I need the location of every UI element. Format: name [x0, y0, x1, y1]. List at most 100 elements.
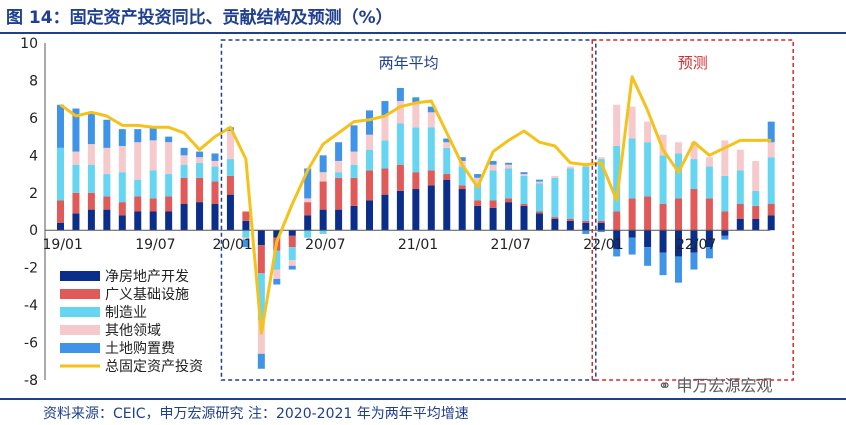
bar-manufacturing [118, 172, 126, 203]
bar-other [366, 134, 373, 150]
bar-real_estate [103, 209, 111, 231]
bar-land [350, 125, 358, 152]
legend-label: 土地购置费 [105, 341, 175, 357]
bar-real_estate [628, 230, 636, 238]
bar-real_estate [134, 211, 142, 231]
bar-manufacturing [226, 159, 234, 176]
bar-real_estate [381, 194, 389, 231]
y-tick-label: 6 [29, 111, 38, 127]
bar-infrastructure [319, 181, 327, 210]
bar-manufacturing [427, 127, 435, 171]
watermark-text: 申万宏源宏观 [676, 376, 773, 395]
bar-land [705, 247, 713, 259]
bar-real_estate [257, 230, 265, 246]
bar-infrastructure [721, 211, 729, 231]
bar-other [196, 157, 204, 163]
bar-other [288, 260, 296, 266]
bar-land [659, 252, 667, 276]
two-year-average-label: 两年平均 [379, 54, 439, 72]
bar-manufacturing [134, 179, 142, 197]
bar-land [474, 174, 482, 178]
bar-other [659, 134, 667, 156]
bar-infrastructure [134, 196, 142, 212]
bar-land [118, 129, 126, 146]
bar-infrastructure [767, 204, 775, 216]
bar-infrastructure [628, 198, 636, 231]
bar-other [443, 142, 451, 148]
bar-real_estate [196, 202, 204, 231]
bar-other [628, 106, 636, 139]
bar-land [489, 160, 497, 165]
bar-infrastructure [180, 177, 188, 205]
bar-land [134, 129, 142, 143]
bar-land [165, 136, 173, 143]
bar-real_estate [165, 211, 173, 231]
bar-land [149, 127, 157, 141]
bar-manufacturing [597, 159, 605, 221]
bar-infrastructure [57, 200, 64, 223]
bar-manufacturing [675, 153, 682, 199]
bar-other [72, 151, 80, 165]
bar-infrastructure [489, 200, 497, 208]
bar-other [242, 237, 250, 240]
bar-land [304, 168, 312, 199]
bar-infrastructure [613, 211, 621, 231]
bar-other [134, 142, 142, 180]
bar-manufacturing [396, 123, 404, 165]
bar-other [257, 320, 265, 354]
source-note: 资料来源：CEIC，申万宏源研究 注：2020-2021 年为两年平均增速 [43, 406, 469, 422]
bar-manufacturing [149, 170, 157, 199]
bar-manufacturing [242, 230, 250, 238]
bar-land [319, 155, 327, 173]
bar-land [288, 265, 296, 270]
bar-real_estate [767, 215, 775, 231]
bar-land [57, 104, 64, 148]
bar-real_estate [226, 194, 234, 231]
bar-land [628, 237, 636, 255]
bar-other [412, 102, 420, 128]
bar-other [736, 149, 744, 171]
bar-infrastructure [165, 196, 173, 212]
bar-manufacturing [211, 166, 219, 182]
bar-land [675, 256, 682, 283]
bar-real_estate [149, 211, 157, 231]
bar-real_estate [273, 230, 281, 238]
bar-other [350, 151, 358, 165]
bar-manufacturing [165, 174, 173, 197]
bar-real_estate [535, 213, 543, 231]
bar-real_estate [57, 222, 64, 231]
bar-real_estate [288, 230, 296, 236]
bar-land [273, 278, 281, 285]
bar-other [644, 121, 652, 143]
bar-real_estate [613, 230, 621, 249]
bar-other [335, 160, 343, 173]
bar-land [180, 147, 188, 156]
bar-manufacturing [304, 230, 312, 238]
bar-manufacturing [273, 250, 281, 270]
legend-label: 广义基础设施 [105, 286, 189, 303]
bar-manufacturing [412, 127, 420, 173]
bar-other [381, 116, 389, 141]
bar-real_estate [335, 209, 343, 231]
bar-real_estate [489, 207, 497, 231]
bar-infrastructure [597, 220, 605, 223]
bar-other [721, 140, 729, 176]
bar-infrastructure [118, 202, 126, 216]
bar-land [412, 97, 420, 103]
bar-land [597, 230, 605, 233]
bar-infrastructure [690, 189, 698, 231]
x-tick-label: 19/07 [135, 237, 175, 253]
bar-real_estate [505, 202, 513, 231]
bar-land [443, 138, 451, 143]
legend-swatch [60, 343, 100, 353]
bar-manufacturing [752, 190, 760, 206]
bar-infrastructure [520, 204, 528, 206]
x-tick-label: 22/07 [676, 237, 716, 253]
bar-manufacturing [520, 175, 528, 205]
bar-manufacturing [551, 177, 559, 218]
chart-title: 图 14：固定资产投资同比、贡献结构及预测（%） [6, 8, 393, 28]
bar-infrastructure [659, 204, 667, 231]
bar-infrastructure [211, 181, 219, 205]
bar-other [396, 101, 404, 124]
bar-land [335, 142, 343, 161]
